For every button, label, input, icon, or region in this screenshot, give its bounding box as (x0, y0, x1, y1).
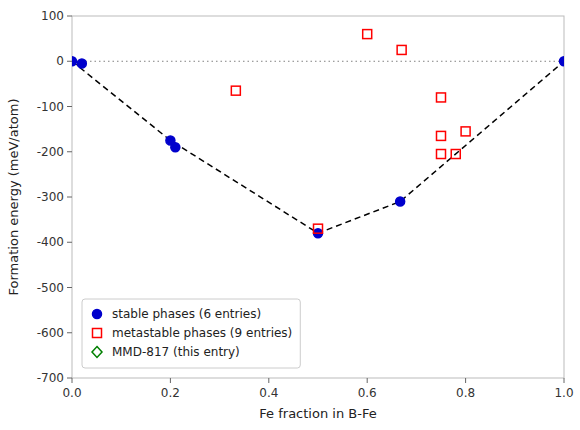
y-tick-label: -200 (37, 145, 64, 159)
point (72, 57, 77, 66)
legend-symbol (93, 329, 102, 338)
x-tick (170, 378, 171, 383)
y-tick (67, 61, 72, 62)
y-tick-label: 0 (56, 54, 64, 68)
x-tick (367, 378, 368, 383)
point (437, 150, 446, 159)
y-tick-label: -600 (37, 326, 64, 340)
y-tick (67, 151, 72, 152)
y-tick (67, 242, 72, 243)
x-tick-label: 0.0 (62, 386, 81, 400)
y-tick-label: -400 (37, 235, 64, 249)
point (560, 57, 565, 66)
y-tick (67, 287, 72, 288)
y-tick (67, 16, 72, 17)
legend-symbol (93, 310, 102, 319)
legend-label: metastable phases (9 entries) (112, 326, 292, 340)
chart: 0.0 0.2 0.4 0.6 0.8 1.0 -700 -600 -500 -400 -300 -2… (0, 0, 580, 430)
plot-data (72, 30, 564, 238)
legend-box (82, 299, 300, 368)
point (396, 197, 405, 206)
point (314, 224, 323, 233)
point (437, 93, 446, 102)
reference-line (72, 61, 564, 62)
x-tick-label: 1.0 (554, 386, 573, 400)
y-axis-label: Formation energy (meV/atom) (6, 99, 21, 296)
y-tick (67, 106, 72, 107)
point (451, 150, 460, 159)
legend: stable phases (6 entries) metastable phas… (82, 299, 300, 368)
point (397, 45, 406, 54)
x-axis-label: Fe fraction in B-Fe (259, 406, 376, 421)
point (171, 143, 180, 152)
y-tick (67, 332, 72, 333)
legend-label: stable phases (6 entries) (112, 307, 261, 321)
y-tick-label: -100 (37, 100, 64, 114)
x-tick-label: 0.8 (456, 386, 475, 400)
x-tick (465, 378, 466, 383)
y-tick-label: -300 (37, 190, 64, 204)
point (363, 30, 372, 39)
plot-frame (72, 16, 564, 378)
y-tick-label: 100 (41, 9, 64, 23)
legend-label: MMD-817 (this entry) (112, 345, 240, 359)
y-tick (67, 197, 72, 198)
point (437, 131, 446, 140)
y-tick-label: -700 (37, 371, 64, 385)
x-tick-label: 0.6 (358, 386, 377, 400)
x-tick-label: 0.4 (259, 386, 278, 400)
y-tick (67, 378, 72, 379)
point (461, 127, 470, 136)
legend-symbol (92, 347, 102, 358)
x-tick (564, 378, 565, 383)
y-tick-label: -500 (37, 281, 64, 295)
x-tick-label: 0.2 (161, 386, 180, 400)
x-tick (268, 378, 269, 383)
axes: 0.0 0.2 0.4 0.6 0.8 1.0 -700 -600 -500 -400 -300 -2… (37, 9, 574, 400)
x-tick (72, 378, 73, 383)
hull-line (72, 61, 564, 233)
point (231, 86, 240, 95)
point (77, 59, 86, 68)
